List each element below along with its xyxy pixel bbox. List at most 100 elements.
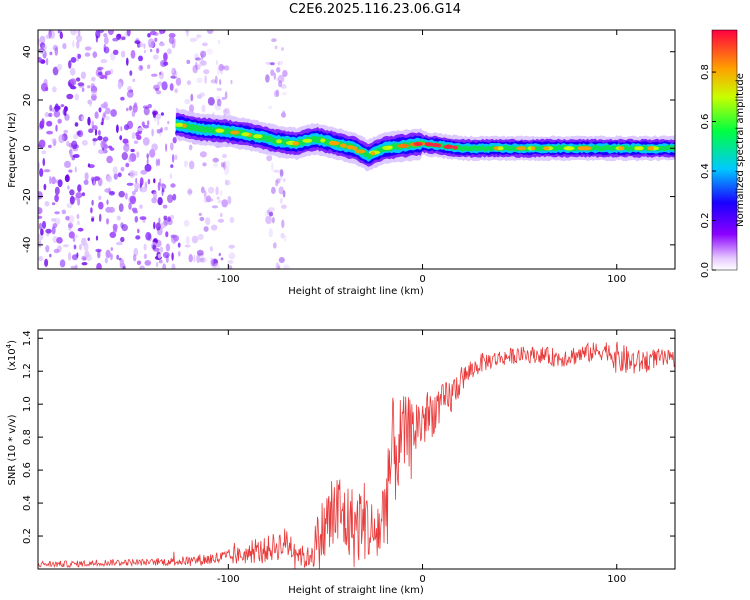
noise-speck — [163, 52, 168, 61]
noise-speck — [214, 75, 218, 85]
ridge-band — [175, 119, 675, 162]
noise-speck — [76, 252, 79, 258]
noise-speck — [156, 113, 161, 120]
noise-speck — [144, 181, 148, 189]
noise-speck — [118, 203, 124, 213]
noise-speck — [278, 80, 283, 88]
noise-speck — [66, 140, 70, 147]
noise-speck — [154, 37, 158, 42]
y-tick-label: 0.8 — [22, 429, 33, 445]
noise-speck — [136, 134, 142, 140]
noise-speck — [147, 64, 151, 70]
noise-speck — [131, 132, 136, 140]
noise-speck — [155, 47, 160, 54]
noise-speck — [120, 126, 123, 132]
noise-speck — [186, 59, 191, 65]
noise-speck — [70, 85, 77, 90]
noise-speck — [69, 78, 77, 85]
noise-speck — [39, 35, 46, 44]
colorbar-tick-label: 0.2 — [700, 213, 711, 229]
noise-speck — [189, 104, 194, 113]
noise-speck — [220, 162, 225, 168]
noise-speck — [170, 183, 176, 188]
noise-speck — [205, 217, 211, 226]
noise-speck — [196, 34, 202, 39]
noise-speck — [67, 222, 74, 229]
x-tick-label: 100 — [607, 274, 626, 285]
noise-speck — [153, 238, 158, 243]
noise-speck — [282, 70, 288, 77]
noise-speck — [133, 102, 138, 108]
noise-speck — [67, 215, 75, 224]
noise-speck — [76, 131, 81, 136]
noise-speck — [268, 105, 273, 110]
noise-speck — [62, 244, 69, 248]
noise-speck — [167, 194, 174, 204]
noise-speck — [81, 192, 85, 197]
noise-speck — [92, 138, 98, 142]
noise-speck — [121, 224, 128, 232]
noise-speck — [92, 125, 98, 131]
noise-speck — [64, 110, 67, 117]
noise-speck — [165, 231, 169, 238]
noise-speck — [102, 136, 109, 142]
noise-speck — [228, 252, 236, 260]
noise-speck — [69, 148, 73, 158]
noise-speck — [128, 105, 133, 111]
noise-speck — [156, 129, 162, 134]
noise-speck — [200, 257, 208, 264]
noise-speck — [90, 207, 93, 214]
noise-speck — [143, 243, 147, 251]
noise-speck — [162, 263, 167, 269]
noise-speck — [139, 204, 143, 209]
signal-ridge — [175, 107, 675, 172]
noise-speck — [172, 193, 177, 201]
noise-speck — [56, 237, 63, 244]
noise-speck — [87, 85, 91, 89]
noise-speck — [267, 209, 270, 215]
noise-speck — [132, 210, 139, 214]
noise-speck — [74, 93, 80, 101]
noise-speck — [189, 160, 195, 170]
noise-speck — [199, 92, 205, 97]
noise-speck — [174, 154, 178, 161]
noise-speck — [220, 65, 226, 70]
noise-speck — [58, 134, 65, 144]
noise-speck — [38, 240, 42, 248]
noise-speck — [57, 179, 63, 188]
noise-speck — [112, 49, 119, 55]
noise-speck — [170, 164, 174, 169]
noise-speck — [194, 53, 199, 61]
noise-speck — [67, 185, 70, 190]
svg-text:(x104): (x104) — [5, 340, 18, 371]
ridge-peak — [292, 141, 300, 146]
noise-speck — [201, 104, 206, 113]
noise-speck — [225, 160, 230, 169]
noise-speck — [162, 188, 165, 193]
noise-speck — [116, 254, 120, 260]
ridge-peak — [175, 122, 184, 127]
ridge-peak — [563, 146, 575, 151]
noise-speck — [188, 144, 193, 151]
noise-speck — [68, 169, 73, 173]
noise-speck — [278, 60, 284, 66]
noise-speck — [75, 192, 83, 199]
noise-speck — [277, 265, 281, 269]
noise-speck — [54, 217, 61, 225]
x-tick-label: -100 — [217, 274, 240, 285]
noise-speck — [57, 118, 62, 124]
noise-speck — [51, 226, 56, 235]
noise-speck — [59, 31, 63, 40]
noise-speck — [214, 103, 222, 111]
spectrogram-frame — [37, 29, 676, 270]
noise-speck — [39, 168, 44, 177]
noise-speck — [75, 77, 81, 82]
noise-speck — [147, 178, 151, 185]
page-title: C2E6.2025.116.23.06.G14 — [288, 2, 462, 17]
noise-speck — [141, 121, 145, 127]
noise-speck — [131, 110, 136, 117]
noise-speck — [271, 162, 274, 171]
y-tick-label: -40 — [22, 237, 33, 253]
noise-speck — [200, 60, 207, 66]
noise-speck — [49, 176, 52, 185]
